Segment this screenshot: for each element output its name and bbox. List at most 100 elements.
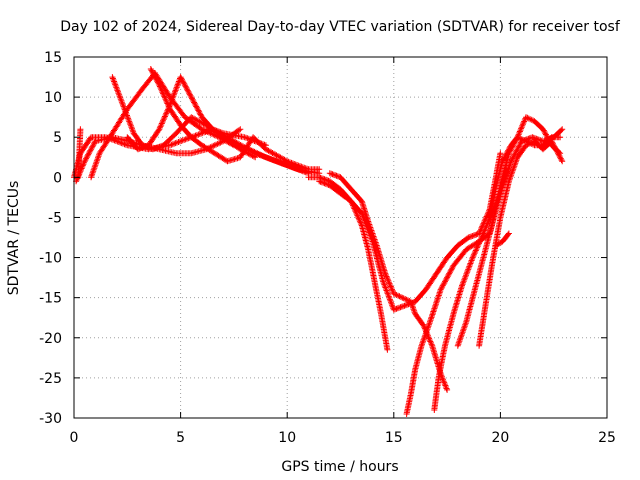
data-point bbox=[435, 344, 448, 381]
data-point bbox=[471, 256, 486, 293]
data-point bbox=[486, 183, 499, 221]
data-point bbox=[559, 158, 566, 165]
data-point bbox=[305, 170, 312, 177]
data-point bbox=[326, 182, 343, 196]
data-point bbox=[480, 224, 495, 261]
data-point bbox=[237, 126, 244, 133]
x-tick-label: 25 bbox=[598, 430, 616, 446]
data-point bbox=[514, 143, 529, 161]
data-point bbox=[412, 310, 426, 328]
data-point bbox=[188, 146, 208, 157]
data-point bbox=[422, 271, 439, 293]
data-point bbox=[124, 134, 140, 152]
data-point bbox=[427, 288, 444, 325]
data-point bbox=[540, 126, 554, 147]
data-point bbox=[384, 346, 391, 353]
data-point bbox=[358, 210, 375, 243]
data-point bbox=[476, 207, 493, 237]
y-tick-label: 15 bbox=[44, 50, 62, 66]
data-point bbox=[463, 288, 478, 325]
data-point bbox=[188, 94, 205, 119]
data-point bbox=[412, 287, 428, 305]
x-tick-label: 0 bbox=[70, 430, 79, 446]
data-point bbox=[262, 146, 289, 164]
data-point bbox=[514, 115, 529, 141]
data-point bbox=[378, 310, 391, 352]
chart-title: Day 102 of 2024, Sidereal Day-to-day VTE… bbox=[60, 19, 621, 35]
data-point bbox=[531, 118, 545, 132]
data-point bbox=[444, 243, 460, 261]
data-point bbox=[505, 230, 512, 237]
data-point bbox=[337, 174, 354, 192]
data-point bbox=[482, 264, 495, 309]
data-point bbox=[499, 231, 511, 245]
data-point bbox=[508, 135, 520, 149]
data-point bbox=[431, 376, 442, 413]
y-tick-label: -5 bbox=[48, 210, 62, 226]
series-track-9 bbox=[316, 150, 504, 313]
data-point bbox=[348, 186, 364, 204]
series-track-15 bbox=[486, 114, 564, 221]
data-point bbox=[503, 166, 510, 173]
data-point bbox=[262, 142, 269, 149]
data-point bbox=[508, 139, 524, 165]
x-tick-label: 20 bbox=[491, 430, 509, 446]
y-tick-label: -30 bbox=[39, 411, 62, 427]
y-tick-label: 0 bbox=[53, 170, 62, 186]
data-point bbox=[241, 134, 268, 148]
data-point bbox=[373, 242, 388, 276]
plot-frame bbox=[73, 56, 608, 419]
data-point bbox=[380, 278, 397, 312]
data-point bbox=[371, 278, 384, 316]
data-point bbox=[326, 178, 343, 192]
data-point bbox=[177, 74, 194, 99]
data-point bbox=[437, 263, 456, 293]
data-point bbox=[499, 143, 514, 165]
y-axis-label: SDTVAR / TECUs bbox=[6, 181, 22, 296]
data-point bbox=[156, 103, 173, 133]
data-point bbox=[488, 183, 504, 229]
data-point bbox=[120, 102, 137, 135]
y-tick-label: -15 bbox=[39, 291, 62, 307]
data-point bbox=[198, 114, 215, 132]
data-point bbox=[493, 239, 505, 249]
data-point bbox=[548, 142, 562, 156]
y-tick-label: 10 bbox=[44, 90, 62, 106]
y-tick-label: -20 bbox=[39, 331, 62, 347]
data-point bbox=[382, 270, 397, 296]
data-point bbox=[77, 126, 84, 133]
series-track-6 bbox=[147, 66, 323, 173]
data-point bbox=[211, 150, 230, 164]
data-point bbox=[450, 247, 469, 269]
data-point bbox=[177, 122, 194, 140]
data-point bbox=[450, 284, 465, 317]
y-tick-label: -10 bbox=[39, 251, 62, 267]
data-point bbox=[476, 304, 489, 349]
data-point bbox=[88, 151, 103, 181]
data-point bbox=[418, 320, 433, 349]
data-point bbox=[198, 142, 217, 156]
axis-ticks: 0 5 10 15 20 25 15 10 5 0 -5 -10 -15 -20 -25 -30 bbox=[39, 50, 616, 446]
data-points bbox=[71, 66, 566, 417]
data-point bbox=[497, 150, 504, 157]
data-point bbox=[399, 294, 413, 304]
data-point bbox=[505, 155, 520, 185]
data-point bbox=[358, 198, 371, 223]
series-track-16 bbox=[493, 230, 512, 249]
y-tick-label: -25 bbox=[39, 371, 62, 387]
x-tick-label: 15 bbox=[385, 430, 403, 446]
data-point bbox=[390, 290, 404, 300]
x-tick-label: 10 bbox=[278, 430, 296, 446]
data-point bbox=[337, 190, 353, 204]
data-point bbox=[433, 255, 450, 277]
data-point bbox=[412, 344, 425, 373]
data-point bbox=[348, 198, 364, 216]
data-point bbox=[245, 146, 268, 160]
data-point bbox=[166, 75, 183, 109]
data-point bbox=[557, 150, 564, 157]
data-point bbox=[442, 312, 457, 349]
data-point bbox=[365, 218, 380, 247]
data-point bbox=[130, 130, 145, 147]
data-point bbox=[358, 222, 371, 251]
